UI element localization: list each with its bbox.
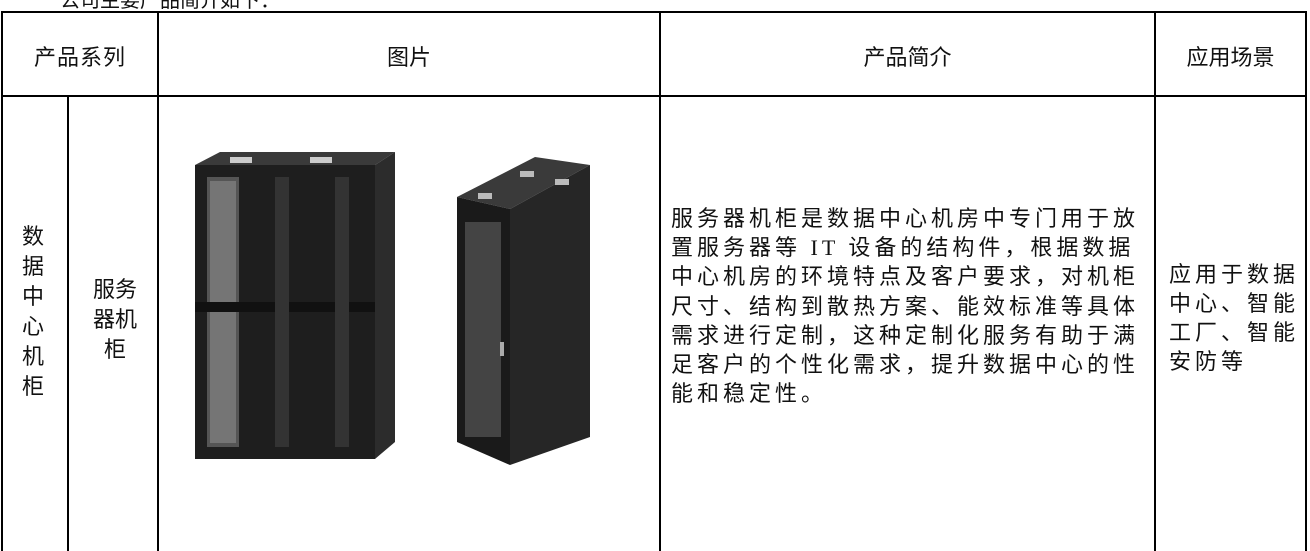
border — [1, 11, 3, 551]
header-cell: 图片 — [386, 45, 431, 70]
header-cell: 产品系列 — [33, 45, 126, 70]
intro-text: 公司主要产品简介如下： — [60, 0, 280, 12]
border — [1, 11, 1307, 13]
border — [67, 96, 69, 551]
cabinet-small — [457, 157, 590, 465]
header-cell: 应用场景 — [1186, 45, 1275, 70]
border — [1, 95, 1307, 97]
border — [157, 11, 159, 551]
category-cell: 数据中心机柜 — [22, 224, 45, 399]
description-cell: 服务器机柜是数据中心机房中专门用于放置服务器等 IT 设备的结构件，根据数据中心… — [671, 206, 1140, 407]
border — [1305, 11, 1307, 551]
product-image — [195, 152, 590, 465]
header-cell: 产品简介 — [863, 45, 952, 70]
application-cell: 应用于数据中心、智能工厂、智能安防等 — [1169, 262, 1300, 374]
cabinet-large — [195, 152, 395, 459]
border — [1154, 11, 1156, 551]
subcategory-cell: 服务器机柜 — [92, 277, 137, 362]
border — [659, 11, 661, 551]
